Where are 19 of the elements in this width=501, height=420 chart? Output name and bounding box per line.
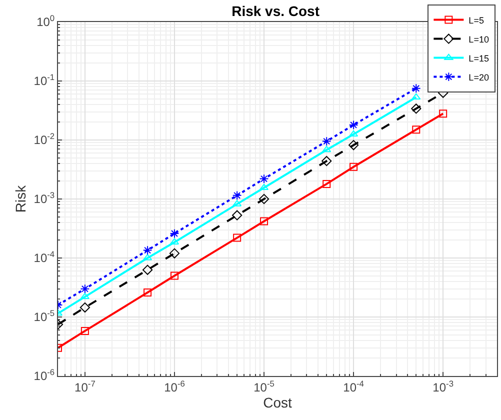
chart-title: Risk vs. Cost	[232, 3, 320, 20]
x-axis-title: Cost	[263, 394, 292, 411]
y-axis-title: Risk	[12, 184, 28, 213]
y-tick-label: 10$^{-4}$	[34, 249, 55, 266]
y-tick-label: 10$^{-3}$	[34, 190, 55, 206]
y-tick-label: 10$^{-2}$	[34, 131, 55, 148]
legend-label: L=15	[468, 53, 489, 64]
x-tick-label: 10$^{-6}$	[164, 378, 186, 394]
x-tick-label: 10$^{-4}$	[343, 378, 364, 394]
y-tick-label: 10$^{-6}$	[34, 367, 55, 384]
y-tick-label: 10$^{-5}$	[34, 308, 55, 324]
legend-label: L=20	[468, 72, 489, 82]
x-tick-label: 10$^{-5}$	[254, 378, 275, 394]
y-tick-label: 10$^{-1}$	[34, 72, 55, 88]
y-tick-label: 10$^{0}$	[36, 13, 55, 30]
legend-label: L=10	[468, 34, 489, 44]
x-tick-label: 10$^{-7}$	[74, 378, 96, 394]
x-tick-label: 10$^{-3}$	[432, 378, 454, 394]
legend-label: L=5	[468, 15, 484, 26]
